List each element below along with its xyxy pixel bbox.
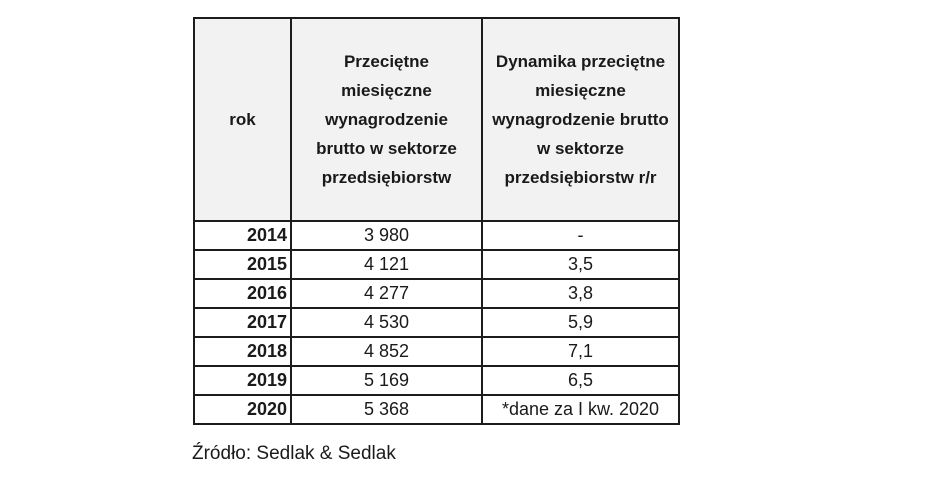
year-cell: 2018	[193, 336, 292, 367]
source-note: Źródło: Sedlak & Sedlak	[192, 443, 396, 464]
wage-cell: 3 980	[290, 220, 483, 251]
table-row: 2017 4 530 5,9	[193, 307, 680, 338]
wage-table-container: rok Przeciętne miesięczne wynagrodzenie …	[193, 17, 680, 425]
dynamics-cell: *dane za I kw. 2020	[481, 394, 680, 425]
header-dynamics: Dynamika przeciętne miesięczne wynagrodz…	[481, 17, 680, 222]
header-year: rok	[193, 17, 292, 222]
table-row: 2014 3 980 -	[193, 220, 680, 251]
year-cell: 2015	[193, 249, 292, 280]
year-cell: 2020	[193, 394, 292, 425]
dynamics-cell: 3,5	[481, 249, 680, 280]
header-row: rok Przeciętne miesięczne wynagrodzenie …	[193, 17, 680, 222]
wage-cell: 4 121	[290, 249, 483, 280]
dynamics-cell: 7,1	[481, 336, 680, 367]
table-row: 2015 4 121 3,5	[193, 249, 680, 280]
table-body: 2014 3 980 - 2015 4 121 3,5 2016 4 277 3…	[193, 220, 680, 425]
wage-cell: 5 368	[290, 394, 483, 425]
dynamics-cell: -	[481, 220, 680, 251]
dynamics-cell: 3,8	[481, 278, 680, 309]
table-row: 2018 4 852 7,1	[193, 336, 680, 367]
year-cell: 2016	[193, 278, 292, 309]
table-row: 2019 5 169 6,5	[193, 365, 680, 396]
wage-table: rok Przeciętne miesięczne wynagrodzenie …	[193, 17, 680, 425]
header-average-wage: Przeciętne miesięczne wynagrodzenie brut…	[290, 17, 483, 222]
wage-cell: 4 530	[290, 307, 483, 338]
wage-cell: 4 277	[290, 278, 483, 309]
wage-cell: 4 852	[290, 336, 483, 367]
year-cell: 2017	[193, 307, 292, 338]
table-row: 2016 4 277 3,8	[193, 278, 680, 309]
wage-cell: 5 169	[290, 365, 483, 396]
year-cell: 2019	[193, 365, 292, 396]
dynamics-cell: 6,5	[481, 365, 680, 396]
year-cell: 2014	[193, 220, 292, 251]
table-header: rok Przeciętne miesięczne wynagrodzenie …	[193, 17, 680, 222]
table-row: 2020 5 368 *dane za I kw. 2020	[193, 394, 680, 425]
dynamics-cell: 5,9	[481, 307, 680, 338]
